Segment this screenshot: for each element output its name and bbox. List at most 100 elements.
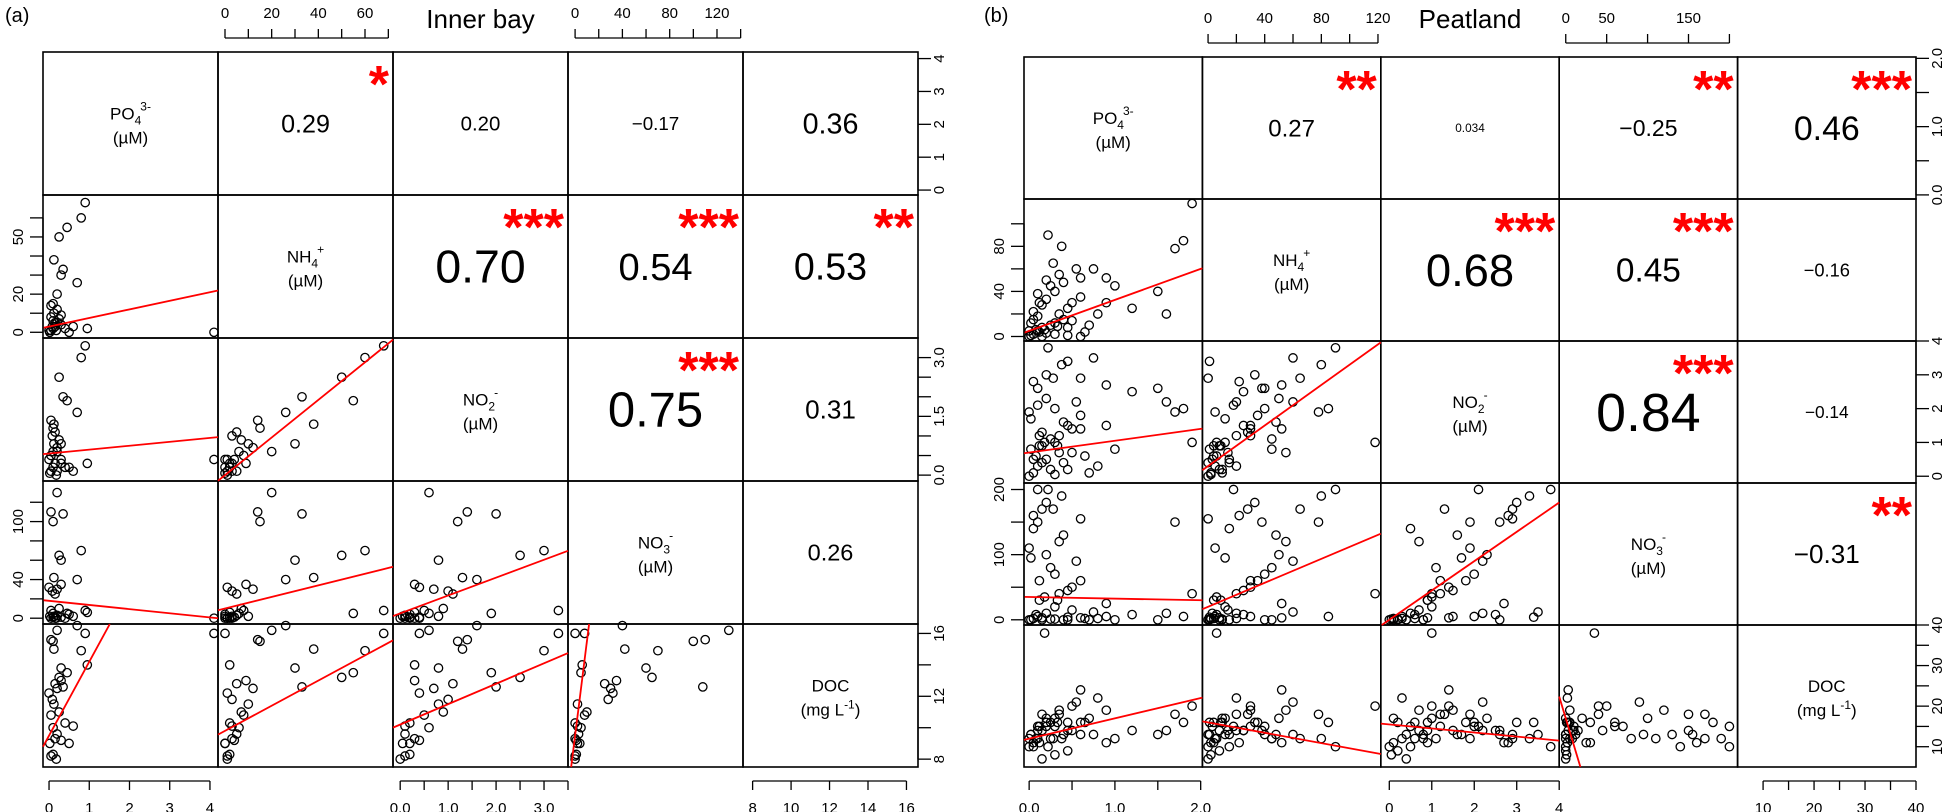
scatter-point-4-1 bbox=[1234, 737, 1245, 748]
scatter-point-2-1 bbox=[1281, 447, 1291, 458]
scatter-point-4-3 bbox=[1659, 705, 1669, 716]
scatter-point-3-1 bbox=[1274, 549, 1284, 560]
correlation-value: −0.31 bbox=[1794, 539, 1860, 569]
variable-unit-label: (µM) bbox=[113, 129, 148, 148]
scatter-point-2-0 bbox=[56, 438, 66, 449]
axis-tick-label: 30 bbox=[1857, 800, 1874, 812]
scatter-point-2-1 bbox=[252, 415, 263, 426]
axis-tick-label: 50 bbox=[1598, 10, 1615, 27]
scatter-point-3-2 bbox=[1469, 611, 1480, 622]
axis-tick-label: 2 bbox=[931, 120, 948, 128]
variable-name-label: PO43- bbox=[110, 100, 151, 128]
axis-bottom-var-2: 0 1 2 3 4 bbox=[1385, 780, 1563, 812]
axis-tick-label: 20 bbox=[263, 5, 280, 22]
scatter-point-1-0 bbox=[1187, 198, 1197, 209]
cell-0-0 bbox=[1023, 56, 1204, 200]
scatter-point-3-0 bbox=[1041, 549, 1052, 560]
axis-bottom-var-0: 0.0 1.0 2.0 bbox=[1019, 780, 1211, 812]
regression-line-3-0 bbox=[42, 599, 219, 620]
scatter-point-3-1 bbox=[1238, 609, 1249, 620]
variable-unit-label: (µM) bbox=[1096, 133, 1131, 152]
scatter-point-1-0 bbox=[1048, 258, 1059, 269]
regression-line-2-0 bbox=[42, 436, 219, 456]
variable-name-superscript: - bbox=[669, 529, 673, 543]
scatter-point-2-1 bbox=[1245, 430, 1256, 441]
scatter-point-4-3 bbox=[1563, 685, 1574, 695]
axis-right-var-2: 0 1 2 3 4 bbox=[1915, 337, 1946, 480]
scatter-point-1-0 bbox=[1088, 264, 1099, 274]
scatter-point-4-2 bbox=[414, 628, 425, 639]
scatter-point-4-2 bbox=[1435, 721, 1446, 732]
variable-name-label: PO43- bbox=[1093, 104, 1134, 132]
scatter-point-4-3 bbox=[1700, 733, 1710, 744]
scatter-point-2-1 bbox=[1249, 369, 1260, 380]
scatter-point-2-0 bbox=[1170, 407, 1180, 417]
scatter-point-3-1 bbox=[1288, 607, 1298, 617]
scatter-point-2-0 bbox=[1075, 373, 1086, 384]
scatter-point-4-1 bbox=[1203, 729, 1213, 740]
axis-tick-label: 40 bbox=[1908, 800, 1925, 812]
correlation-value: 0.84 bbox=[1596, 383, 1701, 443]
scatter-point-2-1 bbox=[1323, 403, 1334, 414]
axis-tick-label: 0.0 bbox=[931, 465, 948, 486]
scatter-point-3-1 bbox=[1224, 614, 1235, 625]
scatter-point-4-0 bbox=[1054, 705, 1065, 716]
scatter-point-4-3 bbox=[647, 672, 657, 683]
variable-name-superscript: + bbox=[1303, 246, 1310, 260]
scatter-point-3-0 bbox=[50, 589, 60, 599]
variable-unit: (µM) bbox=[1274, 275, 1309, 294]
scatter-point-4-3 bbox=[570, 718, 580, 728]
correlation-value: 0.45 bbox=[1616, 253, 1681, 290]
scatter-point-2-1 bbox=[1214, 464, 1225, 475]
variable-unit-label: (µM) bbox=[638, 558, 673, 577]
variable-name-label: DOC bbox=[1808, 677, 1846, 696]
scatter-point-4-1 bbox=[1231, 709, 1242, 720]
scatter-point-4-2 bbox=[462, 634, 473, 645]
axis-tick-label: 1.0 bbox=[438, 800, 459, 812]
scatter-point-3-0 bbox=[1075, 513, 1086, 524]
scatter-point-4-2 bbox=[400, 729, 410, 739]
variable-name-label: NO3- bbox=[638, 529, 673, 557]
axis-tick-label: 4 bbox=[931, 54, 948, 62]
scatter-point-1-0 bbox=[49, 254, 59, 265]
scatter-point-4-0 bbox=[1028, 741, 1039, 752]
axis-tick-label: 2 bbox=[125, 800, 133, 812]
axis-tick-label: 2.0 bbox=[486, 800, 507, 812]
scatter-point-3-0 bbox=[1062, 614, 1073, 625]
scatter-point-4-1 bbox=[248, 683, 258, 694]
scatter-point-3-1 bbox=[1203, 513, 1213, 524]
scatter-point-3-0 bbox=[1045, 562, 1056, 573]
scatter-point-3-0 bbox=[1088, 607, 1099, 617]
scatter-point-4-2 bbox=[424, 625, 434, 636]
scatter-point-3-1 bbox=[241, 579, 251, 590]
scatter-point-3-0 bbox=[68, 611, 79, 622]
axis-right-var-4: 8 12 16 bbox=[917, 625, 948, 763]
scatter-point-1-0 bbox=[1161, 309, 1172, 319]
axis-right-var-0: 0 1 2 3 4 bbox=[917, 54, 948, 194]
scatter-point-4-1 bbox=[224, 718, 235, 728]
scatter-point-4-1 bbox=[1208, 737, 1219, 748]
scatter-point-3-1 bbox=[243, 611, 254, 622]
variable-name-main: PO bbox=[110, 105, 135, 124]
regression-line-3-1 bbox=[217, 565, 394, 612]
variable-name-subscript: 2 bbox=[488, 400, 495, 414]
scatter-point-4-2 bbox=[1477, 697, 1488, 707]
scatter-point-4-0 bbox=[1062, 717, 1073, 728]
significance-stars: * bbox=[369, 56, 390, 114]
scatter-point-3-2 bbox=[424, 608, 434, 619]
scatter-point-4-1 bbox=[1259, 729, 1270, 740]
scatter-point-4-1 bbox=[220, 628, 230, 639]
axis-tick-label: 4 bbox=[206, 800, 214, 812]
scatter-point-4-3 bbox=[1601, 701, 1612, 711]
scatter-point-4-2 bbox=[438, 707, 449, 717]
axis-tick-label: 20 bbox=[1806, 800, 1823, 812]
scatter-point-3-1 bbox=[1228, 484, 1239, 495]
scatter-point-2-1 bbox=[1231, 461, 1242, 471]
scatter-point-4-0 bbox=[1037, 754, 1047, 764]
axis-tick-label: 200 bbox=[991, 477, 1008, 502]
variable-name-subscript: 4 bbox=[135, 114, 142, 128]
axis-tick-label: 2.0 bbox=[1190, 800, 1211, 812]
scatter-point-4-3 bbox=[1597, 725, 1608, 736]
scatter-point-3-1 bbox=[336, 550, 347, 561]
axis-tick-label: 40 bbox=[1256, 10, 1273, 27]
